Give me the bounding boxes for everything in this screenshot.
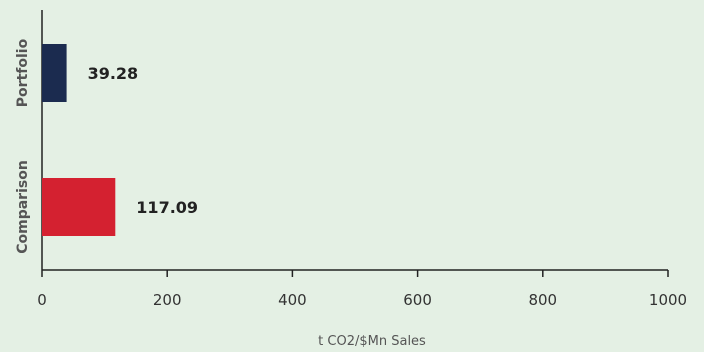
x-tick-label: 600 xyxy=(403,291,432,309)
category-label-comparison: Comparison xyxy=(15,160,31,254)
bar-comparison xyxy=(42,178,116,236)
category-label-portfolio: Portfolio xyxy=(15,38,31,107)
data-label-portfolio: 39.28 xyxy=(88,64,139,83)
x-tick-label: 1000 xyxy=(649,291,687,309)
bar-portfolio xyxy=(42,44,67,102)
x-tick-label: 800 xyxy=(528,291,557,309)
x-axis-title: t CO2/$Mn Sales xyxy=(318,334,426,349)
x-tick-label: 200 xyxy=(153,291,182,309)
x-tick-label: 0 xyxy=(37,291,47,309)
data-label-comparison: 117.09 xyxy=(136,198,198,217)
x-tick-label: 400 xyxy=(278,291,307,309)
